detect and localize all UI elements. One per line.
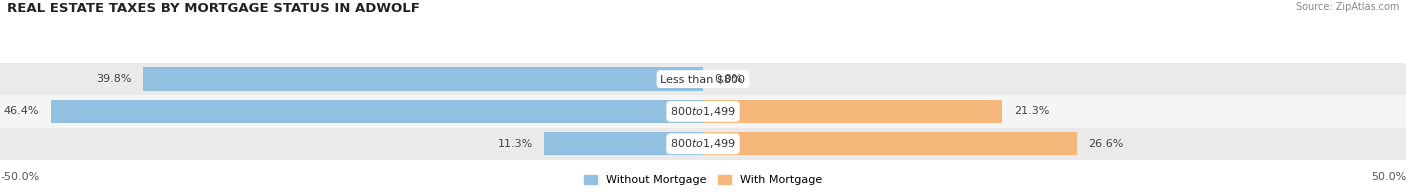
Bar — [0, 128, 1406, 160]
Bar — [143, 67, 703, 91]
Text: 39.8%: 39.8% — [97, 74, 132, 84]
Text: 21.3%: 21.3% — [1014, 106, 1049, 116]
Text: REAL ESTATE TAXES BY MORTGAGE STATUS IN ADWOLF: REAL ESTATE TAXES BY MORTGAGE STATUS IN … — [7, 2, 420, 15]
Text: Source: ZipAtlas.com: Source: ZipAtlas.com — [1295, 2, 1399, 12]
Bar — [0, 95, 1406, 128]
Bar — [51, 100, 703, 123]
Legend: Without Mortgage, With Mortgage: Without Mortgage, With Mortgage — [579, 170, 827, 190]
Text: $800 to $1,499: $800 to $1,499 — [671, 137, 735, 150]
Text: -50.0%: -50.0% — [0, 172, 39, 182]
Text: 26.6%: 26.6% — [1088, 139, 1123, 149]
Text: 50.0%: 50.0% — [1371, 172, 1406, 182]
Bar — [703, 100, 1002, 123]
Text: 0.0%: 0.0% — [714, 74, 742, 84]
Text: Less than $800: Less than $800 — [661, 74, 745, 84]
Text: 11.3%: 11.3% — [498, 139, 533, 149]
Text: $800 to $1,499: $800 to $1,499 — [671, 105, 735, 118]
Bar — [0, 63, 1406, 95]
Bar — [703, 132, 1077, 155]
Text: 46.4%: 46.4% — [4, 106, 39, 116]
Bar — [544, 132, 703, 155]
